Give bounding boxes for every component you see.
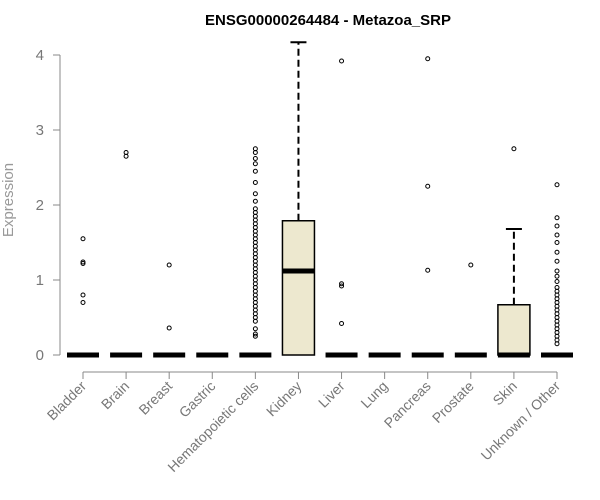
x-tick-label: Liver: [315, 378, 348, 411]
x-tick-label: Brain: [98, 378, 132, 412]
y-tick-label: 1: [36, 272, 44, 289]
outlier-point: [554, 182, 560, 188]
box-group-hematopoietic-cells: [239, 146, 272, 358]
y-tick-label: 2: [36, 197, 44, 214]
outlier-point: [80, 236, 86, 242]
x-tick-label: Pancreas: [381, 378, 434, 431]
outlier-point: [554, 249, 560, 255]
chart-title: ENSG00000264484 - Metazoa_SRP: [205, 12, 451, 29]
outlier-point: [80, 292, 86, 298]
y-axis: 0 1 2 3 4: [36, 47, 61, 364]
outlier-point: [252, 198, 258, 204]
outlier-point: [252, 168, 258, 174]
outlier-point: [166, 325, 172, 331]
outlier-point: [425, 183, 431, 189]
outlier-point: [252, 150, 258, 155]
box-group-brain: [110, 150, 143, 358]
y-tick-label: 0: [36, 347, 44, 364]
x-tick-label: Gastric: [176, 378, 219, 421]
outlier-point: [425, 56, 431, 62]
box-group-breast: [153, 262, 186, 358]
outlier-point: [554, 258, 560, 264]
outlier-point: [339, 283, 345, 289]
outlier-point: [252, 326, 258, 332]
outlier-point: [166, 262, 172, 268]
y-tick-label: 4: [36, 47, 44, 64]
outlier-point: [252, 180, 258, 185]
y-axis-label: Expression: [0, 163, 17, 237]
outlier-point: [425, 267, 431, 273]
outlier-point: [554, 268, 560, 274]
outlier-point: [80, 261, 86, 266]
box: [281, 220, 316, 356]
outlier-point: [339, 58, 345, 64]
outlier-point: [339, 321, 345, 326]
box-group-unknown-other: [541, 182, 573, 358]
outlier-point: [554, 279, 560, 284]
outlier-point: [468, 262, 474, 268]
box-group-pancreas: [411, 56, 444, 358]
outlier-point: [554, 215, 560, 221]
outlier-point: [252, 333, 258, 339]
outlier-point: [252, 156, 258, 161]
x-tick-label: Kidney: [263, 378, 305, 420]
outlier-point: [123, 153, 129, 159]
outlier-point: [554, 273, 560, 279]
outlier-point: [554, 223, 560, 229]
box: [497, 304, 531, 356]
boxplot-series: [67, 41, 573, 358]
box-group-bladder: [67, 236, 99, 358]
outlier-point: [252, 331, 258, 337]
outlier-point: [554, 232, 560, 238]
outlier-point: [252, 191, 258, 197]
y-tick-label: 3: [36, 122, 44, 139]
outlier-point: [339, 281, 345, 287]
outlier-point: [554, 240, 560, 245]
outlier-point: [511, 146, 517, 152]
x-tick-label: Lung: [357, 378, 390, 411]
x-tick-label: Bladder: [44, 378, 90, 424]
outlier-point: [554, 341, 560, 347]
box-group-skin: [497, 146, 531, 358]
box-group-prostate: [454, 262, 487, 358]
outlier-point: [252, 318, 258, 324]
x-tick-label: Skin: [489, 378, 520, 409]
box-group-liver: [325, 58, 358, 358]
x-tick-label: Unknown / Other: [478, 378, 564, 464]
outlier-point: [252, 161, 258, 167]
x-tick-label: Breast: [135, 378, 175, 418]
x-tick-label: Prostate: [429, 378, 477, 426]
box-group-kidney: [281, 41, 316, 356]
outlier-point: [80, 300, 86, 305]
